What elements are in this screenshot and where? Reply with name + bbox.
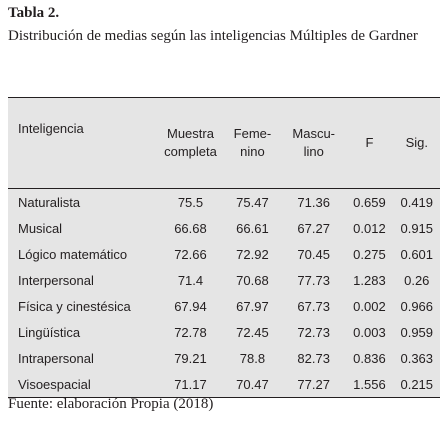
cell-value: 0.275 <box>353 246 386 262</box>
cell-value: 0.002 <box>353 298 386 314</box>
row-label: Intrapersonal <box>18 350 94 366</box>
cell-value: 70.47 <box>236 376 269 392</box>
cell-value: 0.966 <box>400 298 434 314</box>
cell-value: 0.959 <box>400 324 434 340</box>
column-header: Sig. <box>393 97 440 189</box>
row-label: Lingüística <box>18 324 81 340</box>
row-label: Interpersonal <box>18 272 94 288</box>
column-header: Mascu- lino <box>282 97 346 189</box>
table-row: Intrapersonal 79.21 78.8 82.73 0.836 0.363 <box>8 345 440 371</box>
column-header: F <box>345 97 394 189</box>
cell-value: 71.36 <box>297 194 330 210</box>
cell-value: 0.363 <box>400 350 434 366</box>
cell-value: 82.73 <box>297 350 330 366</box>
cell-value: 0.003 <box>353 324 386 340</box>
table-body: Naturalista 75.5 75.47 71.36 0.659 0.419 Music… <box>8 189 440 398</box>
cell-value: 0.601 <box>400 246 434 262</box>
table-row: Lógico matemático 72.66 72.92 70.45 0.275 0.6… <box>8 241 440 267</box>
source-note: Fuente: elaboración Propia (2018) <box>8 396 214 412</box>
column-header: Feme- nino <box>222 97 283 189</box>
cell-value: 71.4 <box>177 272 204 288</box>
row-label: Naturalista <box>18 194 81 210</box>
table-caption: Distribución de medias según las intelig… <box>8 28 418 44</box>
cell-value: 1.556 <box>353 376 386 392</box>
table-row: Visoespacial 71.17 70.47 77.27 1.556 0.215 <box>8 371 440 398</box>
cell-value: 0.26 <box>404 272 430 288</box>
table-row: Musical 66.68 66.61 67.27 0.012 0.915 <box>8 215 440 241</box>
cell-value: 78.8 <box>239 350 266 366</box>
cell-value: 0.012 <box>353 220 386 236</box>
cell-value: 0.215 <box>400 376 434 392</box>
table-row: Naturalista 75.5 75.47 71.36 0.659 0.419 <box>8 189 440 216</box>
cell-value: 72.78 <box>174 324 207 340</box>
row-label: Física y cinestésica <box>18 298 131 314</box>
header-row: Inteligencia Muestra completa Feme- nino Ma… <box>8 97 440 189</box>
cell-value: 0.419 <box>400 194 434 210</box>
cell-value: 75.5 <box>177 194 204 210</box>
cell-value: 70.45 <box>297 246 330 262</box>
cell-value: 70.68 <box>236 272 269 288</box>
cell-value: 79.21 <box>174 350 207 366</box>
cell-value: 67.97 <box>236 298 269 314</box>
table-row: Lingüística 72.78 72.45 72.73 0.003 0.959 <box>8 319 440 345</box>
cell-value: 72.45 <box>236 324 269 340</box>
table-title: Tabla 2. <box>8 5 60 21</box>
cell-value: 67.73 <box>297 298 330 314</box>
data-table: Inteligencia Muestra completa Feme- nino Ma… <box>8 97 440 398</box>
cell-value: 0.659 <box>353 194 386 210</box>
cell-value: 67.94 <box>174 298 207 314</box>
cell-value: 0.836 <box>353 350 386 366</box>
cell-value: 72.92 <box>236 246 269 262</box>
cell-value: 1.283 <box>353 272 386 288</box>
row-label: Musical <box>18 220 63 236</box>
row-label: Visoespacial <box>18 376 91 392</box>
cell-value: 72.66 <box>174 246 207 262</box>
cell-value: 71.17 <box>174 376 207 392</box>
cell-value: 72.73 <box>297 324 330 340</box>
table-row: Física y cinestésica 67.94 67.97 67.73 0.002… <box>8 293 440 319</box>
cell-value: 66.61 <box>236 220 269 236</box>
table-row: Interpersonal 71.4 70.68 77.73 1.283 0.26 <box>8 267 440 293</box>
cell-value: 77.73 <box>297 272 330 288</box>
table-head: Inteligencia Muestra completa Feme- nino Ma… <box>8 97 440 189</box>
cell-value: 0.915 <box>400 220 434 236</box>
column-header: Muestra completa <box>158 97 223 189</box>
row-label: Lógico matemático <box>18 246 128 262</box>
cell-value: 66.68 <box>174 220 207 236</box>
cell-value: 77.27 <box>297 376 330 392</box>
column-header: Inteligencia <box>8 97 159 189</box>
cell-value: 75.47 <box>236 194 269 210</box>
cell-value: 67.27 <box>297 220 330 236</box>
